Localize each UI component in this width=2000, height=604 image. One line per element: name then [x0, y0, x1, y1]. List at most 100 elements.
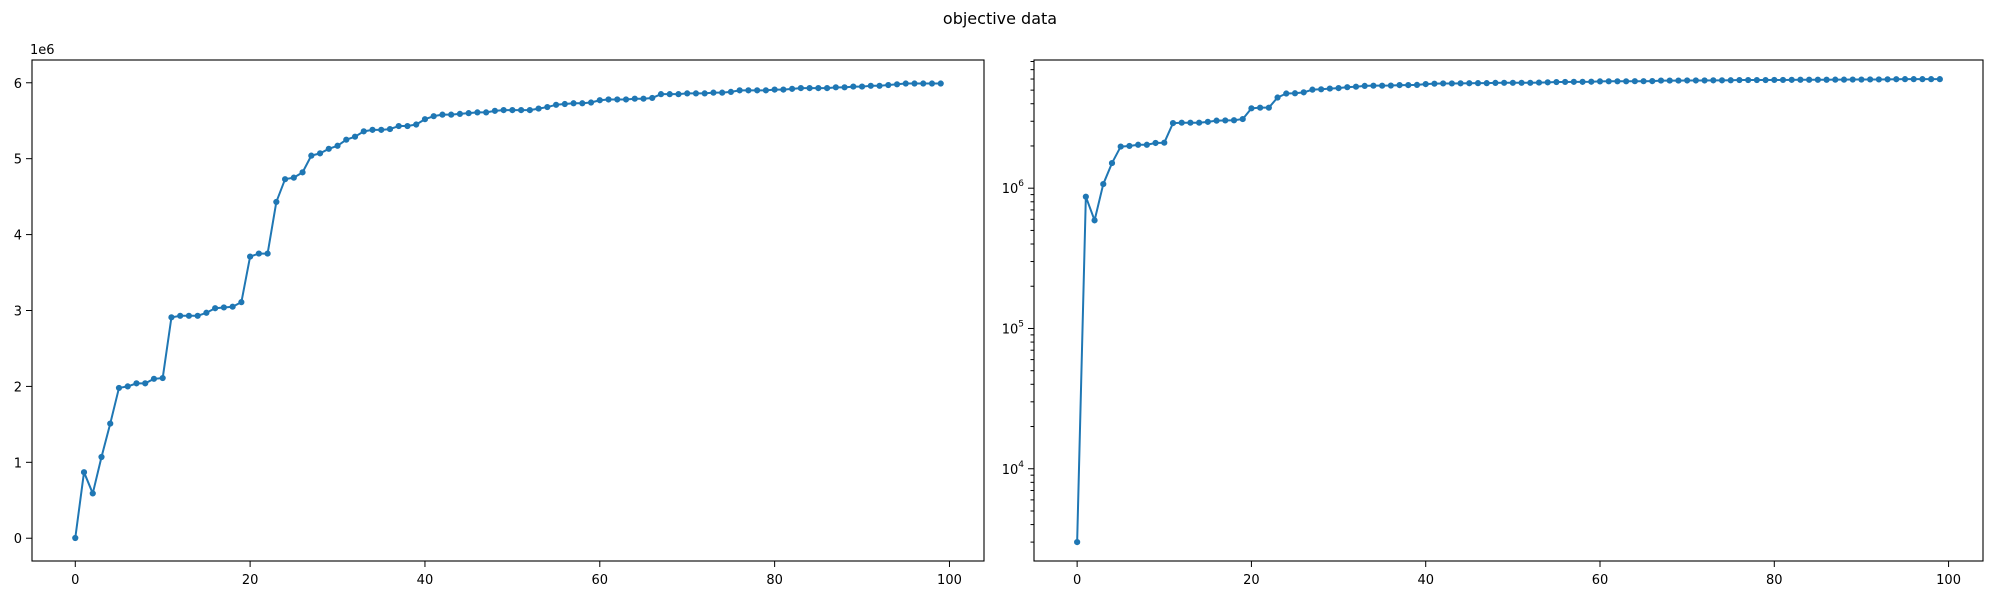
data-point: [1692, 77, 1699, 84]
data-point: [168, 314, 175, 321]
data-point: [1832, 76, 1839, 83]
data-point: [815, 84, 822, 92]
data-point: [185, 312, 193, 319]
data-point: [710, 89, 717, 96]
data-point: [124, 383, 131, 390]
data-point: [692, 90, 700, 97]
data-point: [920, 80, 927, 87]
data-point: [587, 99, 595, 106]
data-point: [351, 133, 359, 140]
y-tick-label: 3: [14, 305, 22, 320]
data-point: [1901, 76, 1909, 83]
data-point: [1161, 139, 1168, 146]
data-point: [474, 109, 481, 116]
data-point: [727, 88, 735, 95]
data-point: [334, 142, 341, 149]
data-point: [220, 304, 227, 311]
data-point: [1135, 141, 1142, 148]
data-point: [89, 490, 96, 497]
data-point: [1562, 78, 1569, 86]
data-point: [1753, 76, 1760, 84]
data-point: [1867, 76, 1874, 83]
data-point: [1239, 115, 1246, 123]
series-line: [1076, 78, 1940, 543]
data-point: [430, 113, 437, 120]
data-point: [1675, 77, 1682, 84]
y-tick-label: 6: [14, 77, 22, 92]
data-point: [1370, 82, 1377, 89]
data-point: [500, 107, 507, 114]
data-point: [1544, 79, 1551, 86]
data-point: [1727, 77, 1734, 84]
x-tick-label: 60: [592, 573, 609, 588]
data-point: [1605, 78, 1612, 85]
data-point: [1936, 76, 1943, 83]
data-point: [273, 198, 280, 206]
data-point: [212, 305, 219, 312]
data-point: [841, 84, 848, 91]
data-point: [1710, 77, 1717, 84]
data-point: [1422, 81, 1429, 88]
data-point: [1431, 80, 1438, 87]
data-point: [937, 80, 944, 87]
data-point: [413, 121, 420, 128]
data-point: [343, 136, 350, 143]
data-point: [1213, 117, 1220, 124]
data-point: [1919, 76, 1926, 83]
data-point: [1928, 76, 1935, 83]
data-point: [404, 122, 411, 130]
chart-linear: 0 20 40 60 80 100 0 1 2 3 4 5 6 1e6: [14, 43, 985, 588]
data-point: [1823, 76, 1830, 83]
data-point: [1117, 143, 1124, 150]
data-point: [203, 309, 210, 316]
data-point: [1326, 85, 1333, 92]
data-point: [1091, 217, 1098, 224]
data-point: [369, 126, 376, 133]
data-point: [622, 96, 630, 103]
axes-frame: [1033, 59, 1984, 562]
data-point: [1814, 76, 1821, 83]
y-tick-label: 104: [1002, 460, 1025, 478]
data-point: [823, 84, 831, 92]
data-point: [1640, 78, 1647, 85]
data-point: [1718, 77, 1726, 84]
y-tick-label: 5: [14, 153, 22, 168]
data-point: [360, 128, 367, 135]
data-point: [308, 152, 315, 159]
y-tick-label: 4: [14, 229, 22, 244]
data-point: [1762, 76, 1769, 84]
data-point: [229, 303, 236, 310]
data-point: [736, 87, 743, 94]
data-point: [1126, 142, 1133, 150]
data-point: [1509, 79, 1516, 86]
data-point: [631, 95, 638, 102]
data-point: [1283, 90, 1290, 97]
data-point: [1440, 80, 1447, 87]
data-point: [1169, 120, 1177, 127]
data-point: [281, 176, 289, 183]
data-point: [1588, 78, 1595, 85]
data-point: [448, 111, 455, 118]
data-point: [1771, 76, 1778, 84]
data-point: [1701, 77, 1708, 84]
data-point: [570, 100, 577, 107]
data-point: [1518, 79, 1525, 86]
data-point: [316, 150, 324, 157]
data-point: [552, 101, 560, 108]
data-point: [1448, 80, 1455, 87]
data-point: [98, 453, 105, 461]
data-point: [797, 84, 804, 92]
data-point: [1570, 78, 1577, 85]
data-point: [526, 107, 533, 114]
data-point: [1535, 79, 1543, 86]
data-point: [1222, 117, 1229, 124]
data-point: [264, 250, 271, 257]
data-point: [666, 91, 673, 98]
data-point: [1893, 76, 1900, 83]
data-point: [1291, 90, 1299, 97]
data-point: [72, 534, 79, 542]
data-point: [159, 374, 166, 382]
x-tick-label: 0: [71, 573, 79, 588]
data-point: [518, 107, 525, 114]
